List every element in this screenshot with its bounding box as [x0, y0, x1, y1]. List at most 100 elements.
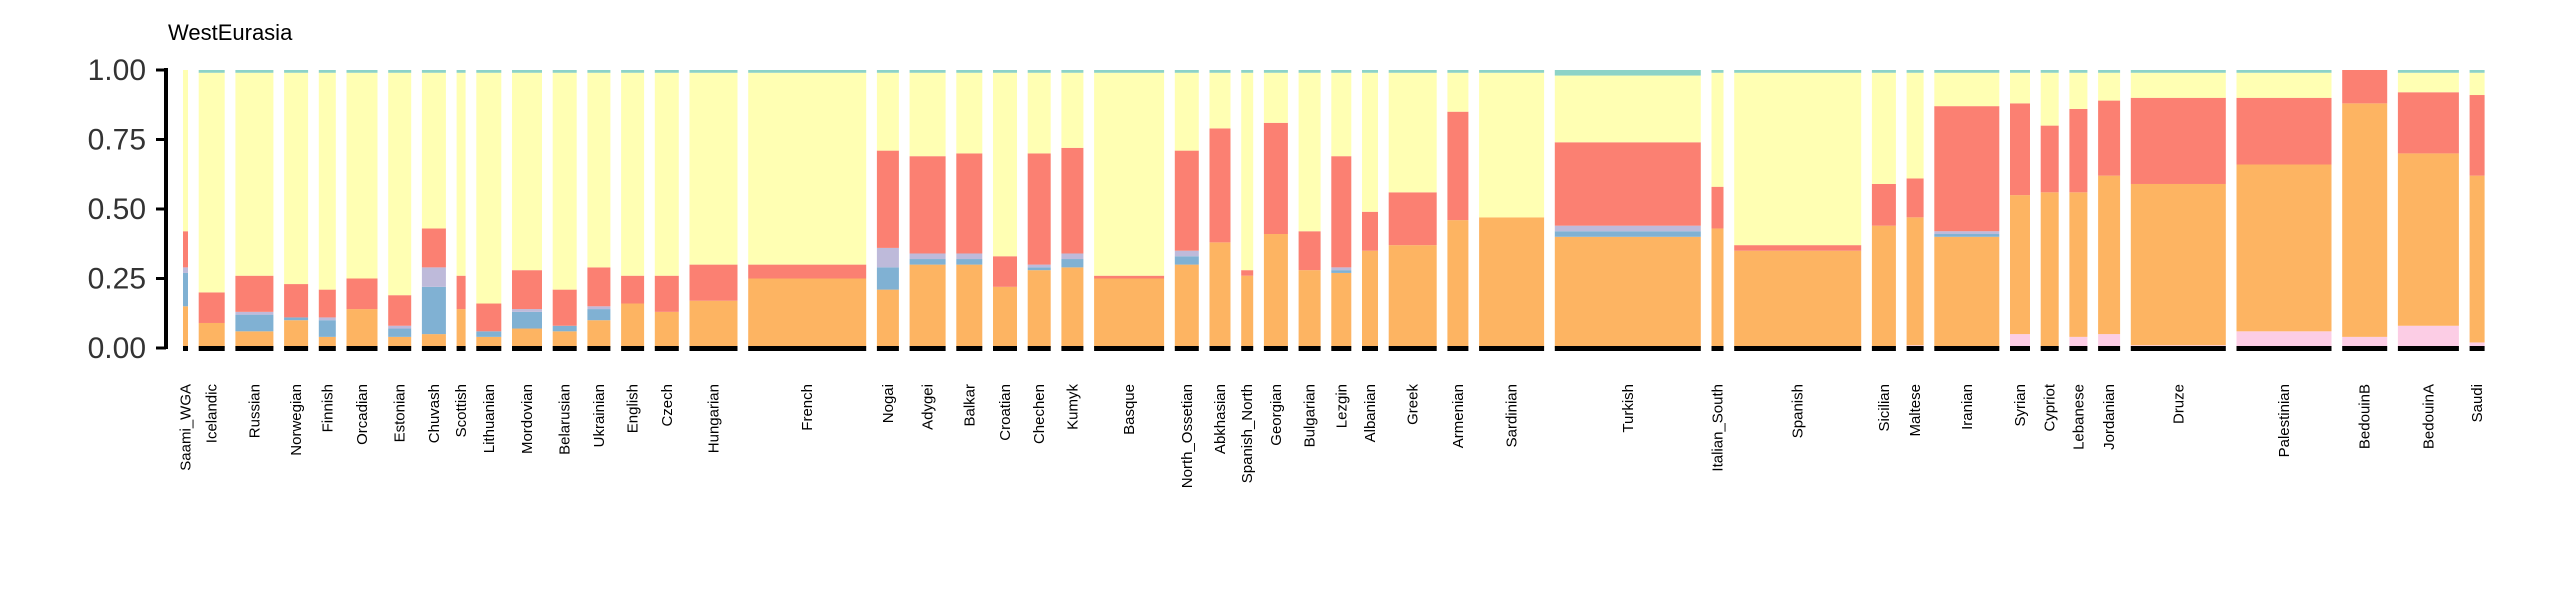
segment-blue — [1174, 256, 1199, 265]
group-bar — [993, 346, 1017, 351]
segment-pink — [2342, 336, 2388, 348]
segment-salmon — [1362, 211, 1378, 251]
x-tick-label: BedouinA — [2420, 384, 2437, 449]
x-tick-label: Hungarian — [706, 384, 723, 453]
group-bar — [876, 346, 899, 351]
segment-salmon — [876, 150, 899, 248]
group-bar — [1094, 346, 1165, 351]
segment-lavender — [421, 267, 446, 287]
segment-teal — [1388, 70, 1437, 73]
group-bar — [587, 346, 611, 351]
segment-yellow — [1479, 72, 1545, 218]
segment-yellow — [1174, 72, 1199, 151]
segment-teal — [1554, 70, 1701, 76]
population-abkhasian — [1209, 70, 1231, 348]
group-bar — [235, 346, 274, 351]
segment-lavender — [587, 306, 611, 310]
x-tick-label: Maltese — [1907, 384, 1924, 437]
group-bar — [956, 346, 983, 351]
segment-pink — [2236, 331, 2332, 348]
segment-yellow — [876, 72, 899, 151]
x-tick-label: Italian_South — [1710, 384, 1727, 472]
segment-teal — [956, 70, 983, 73]
segment-teal — [876, 70, 899, 73]
x-tick-label: Cypriot — [2042, 383, 2059, 431]
x-tick-label: Jordanian — [2101, 384, 2118, 450]
population-maltese — [1906, 70, 1924, 348]
segment-yellow — [1027, 72, 1051, 154]
segment-teal — [909, 70, 946, 73]
x-tick-label: Saudi — [2469, 384, 2486, 422]
population-cypriot — [2040, 70, 2059, 348]
segment-orange — [654, 311, 679, 348]
x-tick-label: Georgian — [1268, 384, 1285, 446]
segment-orange — [552, 331, 577, 348]
segment-teal — [2130, 70, 2226, 73]
segment-orange — [456, 309, 466, 348]
segment-yellow — [1061, 72, 1084, 148]
segment-salmon — [1734, 245, 1862, 251]
x-tick-label: Adygei — [920, 384, 937, 430]
group-bar — [1734, 346, 1862, 351]
segment-yellow — [1388, 72, 1437, 193]
segment-orange — [1094, 278, 1165, 348]
group-bar — [476, 346, 502, 351]
segment-orange — [1209, 242, 1231, 348]
group-bar — [1331, 346, 1352, 351]
segment-teal — [2040, 70, 2059, 73]
segment-lavender — [876, 247, 899, 268]
y-tick-label: 0.00 — [88, 332, 146, 365]
segment-yellow — [421, 72, 446, 229]
segment-yellow — [2236, 72, 2332, 98]
segment-yellow — [512, 72, 542, 271]
segment-yellow — [198, 72, 225, 293]
x-tick-label: Albanian — [1362, 384, 1379, 442]
segment-salmon — [2069, 108, 2088, 193]
segment-blue — [183, 272, 188, 307]
segment-orange — [1388, 245, 1437, 348]
population-estonian — [388, 70, 412, 348]
x-tick-label: Chuvash — [426, 384, 443, 443]
segment-yellow — [552, 72, 577, 290]
segment-teal — [1209, 70, 1231, 73]
segment-salmon — [1263, 122, 1288, 235]
group-bar — [1388, 346, 1437, 351]
segment-orange — [1906, 217, 1924, 346]
segment-yellow — [689, 72, 738, 265]
population-palestinian — [2236, 70, 2332, 348]
segment-yellow — [1298, 72, 1321, 232]
segment-teal — [346, 70, 378, 73]
segment-yellow — [2469, 72, 2485, 96]
group-bar — [1362, 346, 1378, 351]
segment-orange — [2342, 103, 2388, 337]
segment-orange — [235, 331, 274, 348]
segment-orange — [2130, 183, 2226, 346]
x-tick-label: BedouinB — [2357, 384, 2374, 449]
population-saudi — [2469, 70, 2485, 348]
segment-teal — [2098, 70, 2121, 73]
segment-salmon — [993, 256, 1017, 287]
segment-salmon — [1027, 153, 1051, 265]
group-bar — [388, 346, 412, 351]
group-bar — [2397, 346, 2459, 351]
population-orcadian — [346, 70, 378, 348]
population-russian — [235, 70, 274, 348]
x-tick-label: Chechen — [1031, 384, 1048, 444]
segment-salmon — [1094, 275, 1165, 279]
population-mordovian — [512, 70, 542, 348]
group-bar — [456, 346, 466, 351]
segment-salmon — [1298, 231, 1321, 271]
segment-lavender — [956, 253, 983, 260]
x-tick-label: Druze — [2170, 384, 2187, 424]
segment-teal — [1298, 70, 1321, 73]
x-tick-label: Iranian — [1959, 384, 1976, 430]
segment-salmon — [1241, 270, 1254, 276]
segment-teal — [1479, 70, 1545, 73]
segment-salmon — [512, 270, 542, 310]
population-ukrainian — [587, 70, 611, 348]
segment-blue — [1027, 267, 1051, 271]
population-chuvash — [421, 70, 446, 348]
segment-salmon — [1388, 192, 1437, 246]
population-saami-wga — [183, 70, 188, 348]
